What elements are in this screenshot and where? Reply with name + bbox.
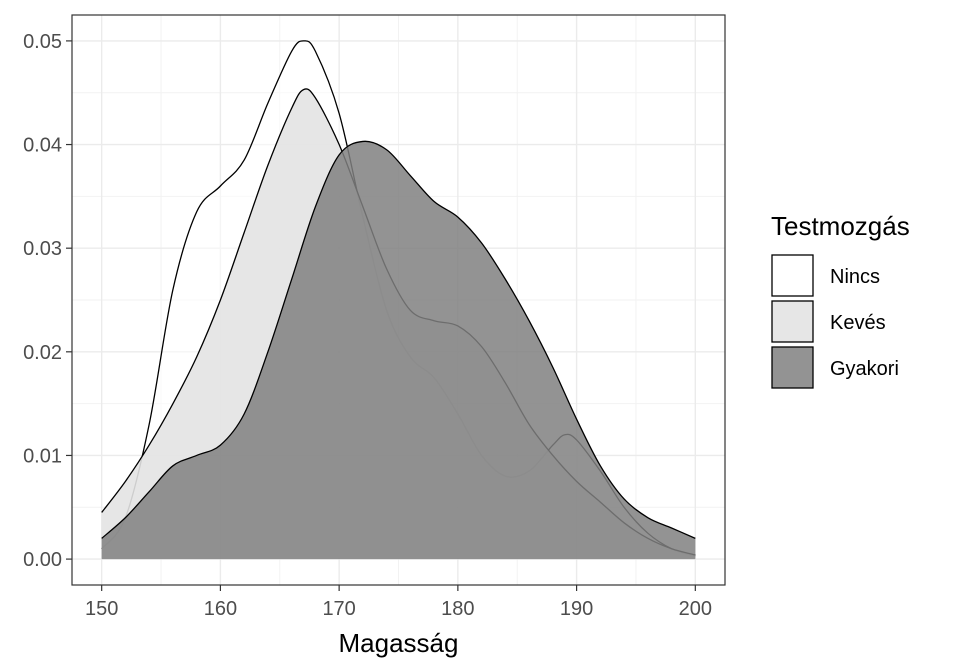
y-axis: 0.00 0.01 0.02 0.03 0.04 0.05 [23, 31, 72, 571]
gridlines [72, 15, 725, 585]
density-line-gyakori [101, 140, 696, 539]
legend-label-gyakori: Gyakori [830, 358, 899, 380]
x-tick-label: 180 [441, 598, 474, 620]
plot-panel-border [71, 14, 726, 586]
y-tick-label: 0.01 [23, 445, 62, 467]
density-area-gyakori [101, 141, 696, 560]
legend: Testmozgás Nincs Kevés Gyakori [771, 211, 910, 389]
legend-key-kevés [771, 300, 814, 343]
y-tick-label: 0.00 [23, 549, 62, 571]
x-tick-label: 170 [322, 598, 355, 620]
legend-label-kevés: Kevés [830, 312, 886, 334]
x-tick-label: 200 [679, 598, 712, 620]
legend-key-gyakori [771, 346, 814, 389]
legend-title: Testmozgás [771, 211, 910, 241]
y-tick-label: 0.02 [23, 342, 62, 364]
x-axis-title: Magasság [339, 628, 459, 658]
x-axis: 150 160 170 180 190 200 [85, 585, 712, 620]
legend-label-nincs: Nincs [830, 266, 880, 288]
y-tick-label: 0.04 [23, 135, 62, 157]
density-areas [101, 40, 696, 560]
x-tick-label: 190 [560, 598, 593, 620]
y-tick-label: 0.03 [23, 238, 62, 260]
x-tick-label: 150 [85, 598, 118, 620]
legend-key-nincs [771, 254, 814, 297]
y-tick-label: 0.05 [23, 31, 62, 53]
x-tick-label: 160 [204, 598, 237, 620]
